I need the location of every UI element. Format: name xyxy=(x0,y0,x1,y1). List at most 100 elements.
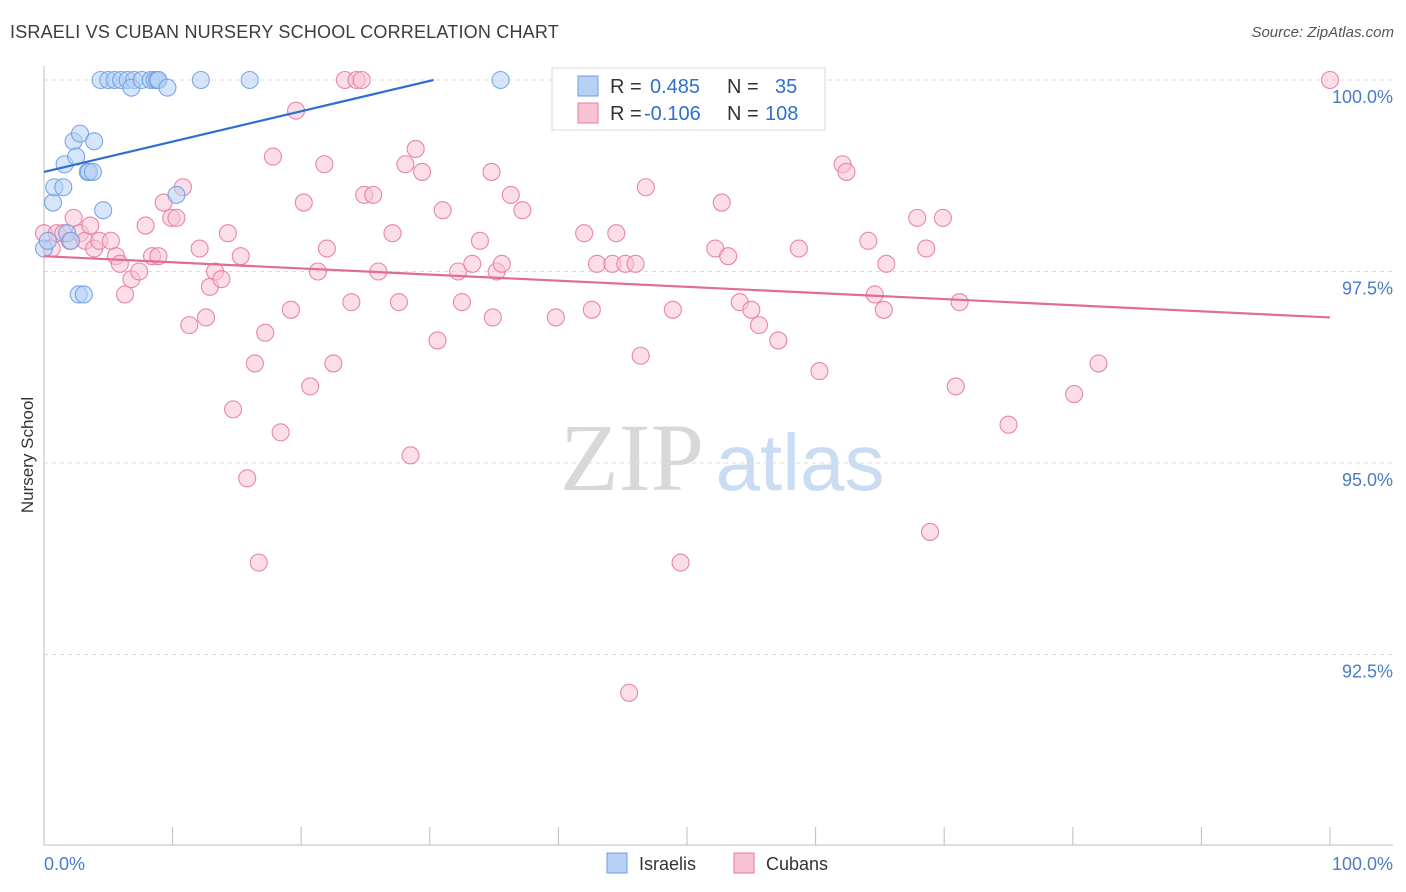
cubans-point xyxy=(212,270,231,289)
cubans-point xyxy=(136,216,155,235)
cubans-point xyxy=(908,208,927,227)
cubans-point xyxy=(81,216,100,235)
israelis-trend-line xyxy=(43,78,434,173)
cubans-point xyxy=(271,423,290,442)
cubans-trend-line xyxy=(43,255,1331,319)
cubans-point xyxy=(196,308,216,327)
cubans-point xyxy=(301,377,320,396)
y-tick-label: 100.0% xyxy=(1332,87,1393,107)
israelis-point xyxy=(74,285,93,304)
cubans-point xyxy=(749,316,769,335)
cubans-point xyxy=(946,377,965,396)
israelis-point xyxy=(70,124,90,143)
stats-legend: R = 0.485 N = 35 R = -0.106 N = 108 xyxy=(551,67,826,131)
cubans-point xyxy=(364,185,383,204)
cubans-point xyxy=(342,293,361,312)
cubans-point xyxy=(245,354,264,373)
cubans-r-label: R = xyxy=(610,103,642,125)
israelis-point xyxy=(240,70,259,90)
cubans-point xyxy=(1089,354,1108,373)
cubans-point xyxy=(115,285,135,304)
cubans-point xyxy=(308,262,327,281)
cubans-point xyxy=(837,162,856,181)
watermark-zip: ZIP xyxy=(560,404,704,511)
cubans-point xyxy=(712,193,731,212)
cubans-legend-swatch xyxy=(577,102,599,124)
cubans-n-value: 108 xyxy=(765,103,798,125)
israelis-n-label: N = xyxy=(727,76,759,98)
axes xyxy=(43,66,1393,846)
cubans-point xyxy=(281,300,300,319)
cubans-point xyxy=(587,254,607,273)
israelis-point xyxy=(61,231,81,250)
cubans-point xyxy=(452,293,472,312)
israelis-point xyxy=(54,178,73,197)
cubans-point xyxy=(256,323,275,342)
cubans-point xyxy=(315,155,334,174)
cubans-point xyxy=(463,254,482,273)
cubans-point xyxy=(671,553,690,572)
cubans-point xyxy=(167,208,186,227)
cubans-point xyxy=(396,155,415,174)
cubans-point xyxy=(401,446,420,465)
cubans-point xyxy=(492,254,511,273)
cubans-point xyxy=(769,331,788,350)
israelis-points xyxy=(34,70,510,304)
israelis-point xyxy=(491,70,510,90)
cubans-point xyxy=(636,178,655,197)
legend-israelis-swatch xyxy=(606,852,628,874)
cubans-point xyxy=(631,346,650,365)
cubans-point xyxy=(575,224,594,243)
series-legend: Israelis Cubans xyxy=(606,852,828,874)
cubans-point xyxy=(249,553,268,572)
cubans-point xyxy=(428,331,447,350)
legend-cubans-swatch xyxy=(733,852,755,874)
cubans-point xyxy=(101,231,120,250)
cubans-point xyxy=(719,247,738,266)
cubans-point xyxy=(482,162,501,181)
israelis-legend-swatch xyxy=(577,75,599,97)
israelis-point xyxy=(38,231,57,250)
chart-title: ISRAELI VS CUBAN NURSERY SCHOOL CORRELAT… xyxy=(10,22,559,42)
israelis-point xyxy=(167,185,186,204)
trend-lines xyxy=(43,78,1331,319)
cubans-point xyxy=(950,293,969,312)
cubans-point xyxy=(110,254,129,273)
cubans-point xyxy=(223,400,243,419)
cubans-r-value: -0.106 xyxy=(644,103,701,125)
cubans-point xyxy=(607,224,626,243)
cubans-point xyxy=(789,239,808,258)
cubans-point xyxy=(483,308,502,327)
cubans-point xyxy=(546,308,565,327)
cubans-point xyxy=(389,293,408,312)
cubans-point xyxy=(433,201,452,220)
cubans-point xyxy=(620,683,639,702)
cubans-point xyxy=(859,231,878,250)
cubans-point xyxy=(1320,70,1340,90)
cubans-point xyxy=(317,239,336,258)
cubans-point xyxy=(470,231,490,250)
cubans-point xyxy=(231,247,250,266)
y-tick-label: 95.0% xyxy=(1342,470,1393,490)
cubans-point xyxy=(180,316,199,335)
cubans-point xyxy=(218,224,237,243)
cubans-point xyxy=(933,208,952,227)
y-tick-label: 92.5% xyxy=(1342,662,1393,682)
cubans-point xyxy=(263,147,282,166)
cubans-point xyxy=(1065,385,1084,404)
cubans-point xyxy=(238,469,257,488)
cubans-point xyxy=(582,300,601,319)
cubans-points xyxy=(34,70,1340,702)
israelis-point xyxy=(94,201,113,220)
cubans-point xyxy=(921,522,940,541)
israelis-point xyxy=(83,162,102,181)
israelis-r-value: 0.485 xyxy=(650,76,700,98)
cubans-point xyxy=(324,354,343,373)
legend-israelis-label: Israelis xyxy=(639,854,696,874)
x-tick-label-max: 100.0% xyxy=(1332,854,1393,874)
cubans-point xyxy=(663,300,682,319)
cubans-point xyxy=(190,239,209,258)
x-tick-label-min: 0.0% xyxy=(44,854,85,874)
cubans-point xyxy=(874,300,893,319)
israelis-point xyxy=(43,193,63,212)
